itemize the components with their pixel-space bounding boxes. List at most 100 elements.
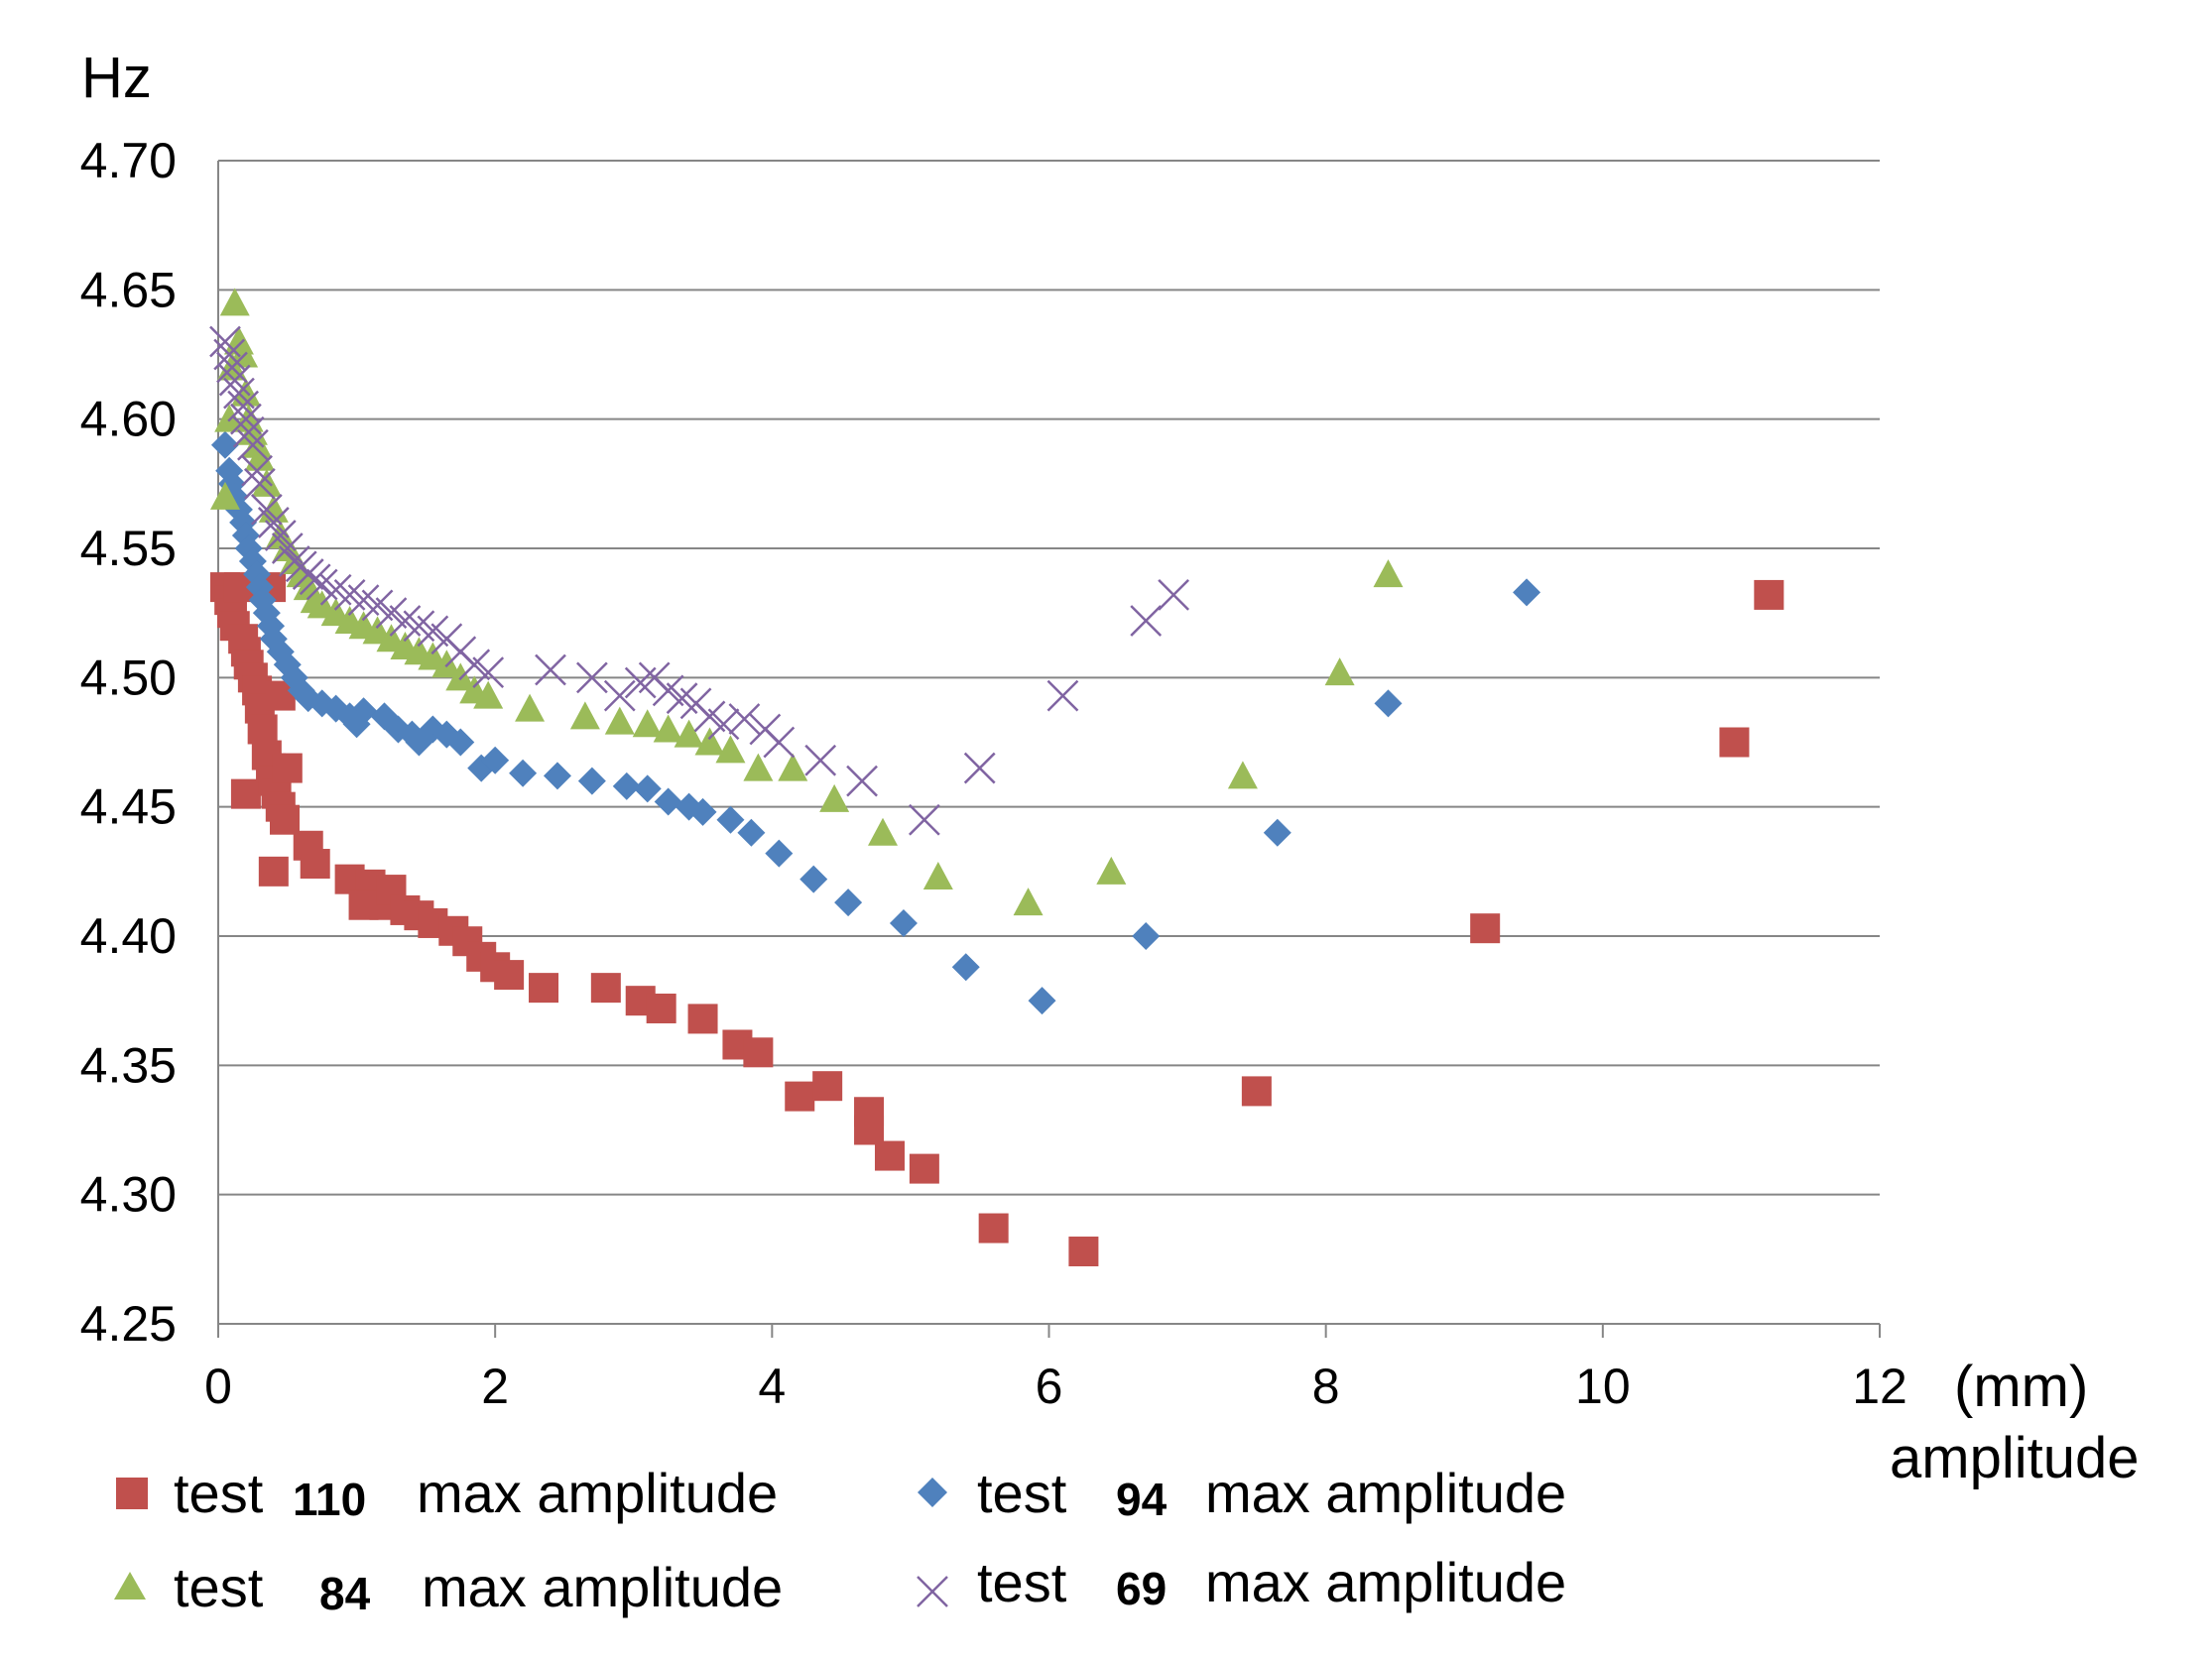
data-point-diamond [342, 710, 371, 739]
data-point-x [223, 377, 255, 410]
legend-marker-diamond [918, 1478, 947, 1507]
y-tick-label: 4.25 [80, 1296, 177, 1352]
legend-item-test69: test 69 max amplitude [917, 1551, 1566, 1614]
data-point-diamond [737, 818, 766, 847]
x-tick-label: 8 [1312, 1359, 1340, 1414]
data-point-triangle [778, 753, 808, 781]
x-axis-unit: (mm) [1954, 1355, 2088, 1419]
data-point-square [529, 973, 559, 1004]
y-tick-labels: 4.25 4.30 4.35 4.40 4.45 4.50 4.55 4.60 4.65 4.70 [80, 133, 177, 1352]
legend-marker-x [917, 1576, 948, 1607]
legend-suffix: max amplitude [422, 1556, 783, 1618]
data-point-triangle [715, 735, 746, 764]
data-point-square [1241, 1076, 1272, 1107]
legend-marker-triangle [114, 1572, 146, 1600]
data-point-triangle [214, 404, 245, 432]
data-point-x [693, 700, 726, 733]
y-tick-label: 4.60 [80, 392, 177, 447]
data-point-diamond [210, 430, 239, 459]
y-tick-label: 4.50 [80, 650, 177, 705]
data-point-diamond [1132, 922, 1161, 950]
data-point-square [909, 1153, 939, 1184]
data-point-x [213, 338, 246, 371]
series-test94 [210, 430, 1541, 1015]
data-point-square [270, 804, 300, 835]
legend-item-test84: test 84 max amplitude [114, 1556, 783, 1619]
data-point-triangle [819, 783, 850, 812]
data-point-triangle [632, 709, 663, 738]
data-point-x [361, 589, 394, 622]
y-tick-label: 4.40 [80, 908, 177, 964]
data-point-square [1068, 1237, 1099, 1267]
legend-item-test110: test 110 max amplitude [116, 1462, 778, 1525]
data-point-x [227, 390, 260, 422]
data-point-diamond [951, 953, 980, 982]
data-point-diamond [577, 767, 606, 795]
data-point-diamond [633, 774, 662, 803]
data-point-x [237, 428, 269, 461]
data-point-x [575, 661, 608, 694]
data-point-square [1719, 727, 1750, 758]
x-tick-label: 6 [1036, 1359, 1063, 1414]
data-point-square [230, 778, 261, 809]
legend-number: 69 [1116, 1563, 1167, 1614]
x-axis-title: amplitude [1890, 1426, 2139, 1490]
data-point-diamond [799, 865, 828, 893]
y-tick-label: 4.55 [80, 521, 177, 576]
data-point-square [812, 1071, 843, 1102]
data-point-triangle [251, 468, 282, 497]
legend-number: 110 [293, 1474, 366, 1525]
data-point-x [232, 415, 265, 448]
data-point-square [272, 753, 303, 783]
data-point-square [874, 1140, 905, 1171]
y-tick-label: 4.70 [80, 133, 177, 188]
data-point-x [243, 467, 276, 500]
data-point-triangle [473, 680, 504, 709]
data-point-x [908, 803, 940, 836]
data-point-square [494, 960, 525, 991]
data-point-x [241, 454, 273, 487]
data-point-x [846, 765, 878, 797]
data-point-diamond [1374, 689, 1403, 718]
data-point-x [728, 703, 761, 735]
x-tick-label: 12 [1852, 1359, 1907, 1414]
data-point-triangle [674, 719, 704, 748]
data-point-triangle [1324, 657, 1355, 686]
data-point-diamond [612, 771, 641, 800]
data-point-triangle [244, 442, 275, 471]
y-tick-label: 4.65 [80, 262, 177, 317]
y-axis-title: Hz [81, 46, 152, 110]
data-point-square [978, 1213, 1009, 1244]
legend-marker-square [116, 1478, 148, 1509]
data-point-square [785, 1081, 815, 1112]
data-point-triangle [743, 753, 774, 781]
data-point-x [1130, 605, 1163, 637]
data-point-triangle [1096, 856, 1127, 885]
x-tick-label: 4 [758, 1359, 786, 1414]
data-point-diamond [481, 746, 510, 774]
legend-suffix: max amplitude [1205, 1551, 1566, 1613]
data-point-diamond [765, 839, 794, 868]
data-point-x [375, 597, 408, 630]
data-point-diamond [1513, 578, 1541, 607]
data-point-x [804, 744, 837, 776]
data-point-diamond [234, 534, 263, 562]
x-tick-labels: 0 2 4 6 8 10 12 [204, 1359, 1907, 1414]
data-point-x [707, 708, 740, 741]
data-point-x [458, 649, 491, 681]
data-point-x [652, 674, 684, 707]
legend-suffix: max amplitude [1205, 1462, 1566, 1524]
data-point-diamond [543, 762, 571, 790]
data-point-triangle [431, 650, 462, 678]
x-tick-label: 2 [481, 1359, 509, 1414]
data-point-triangle [922, 862, 953, 890]
legend-item-test94: test 94 max amplitude [918, 1462, 1566, 1525]
data-point-triangle [515, 693, 546, 722]
data-point-diamond [716, 805, 745, 834]
data-point-triangle [1013, 888, 1044, 916]
data-point-x [963, 752, 996, 784]
data-point-diamond [834, 889, 863, 917]
data-point-triangle [653, 714, 683, 743]
legend: test 110 max amplitude test 94 max ampli… [114, 1462, 1566, 1619]
